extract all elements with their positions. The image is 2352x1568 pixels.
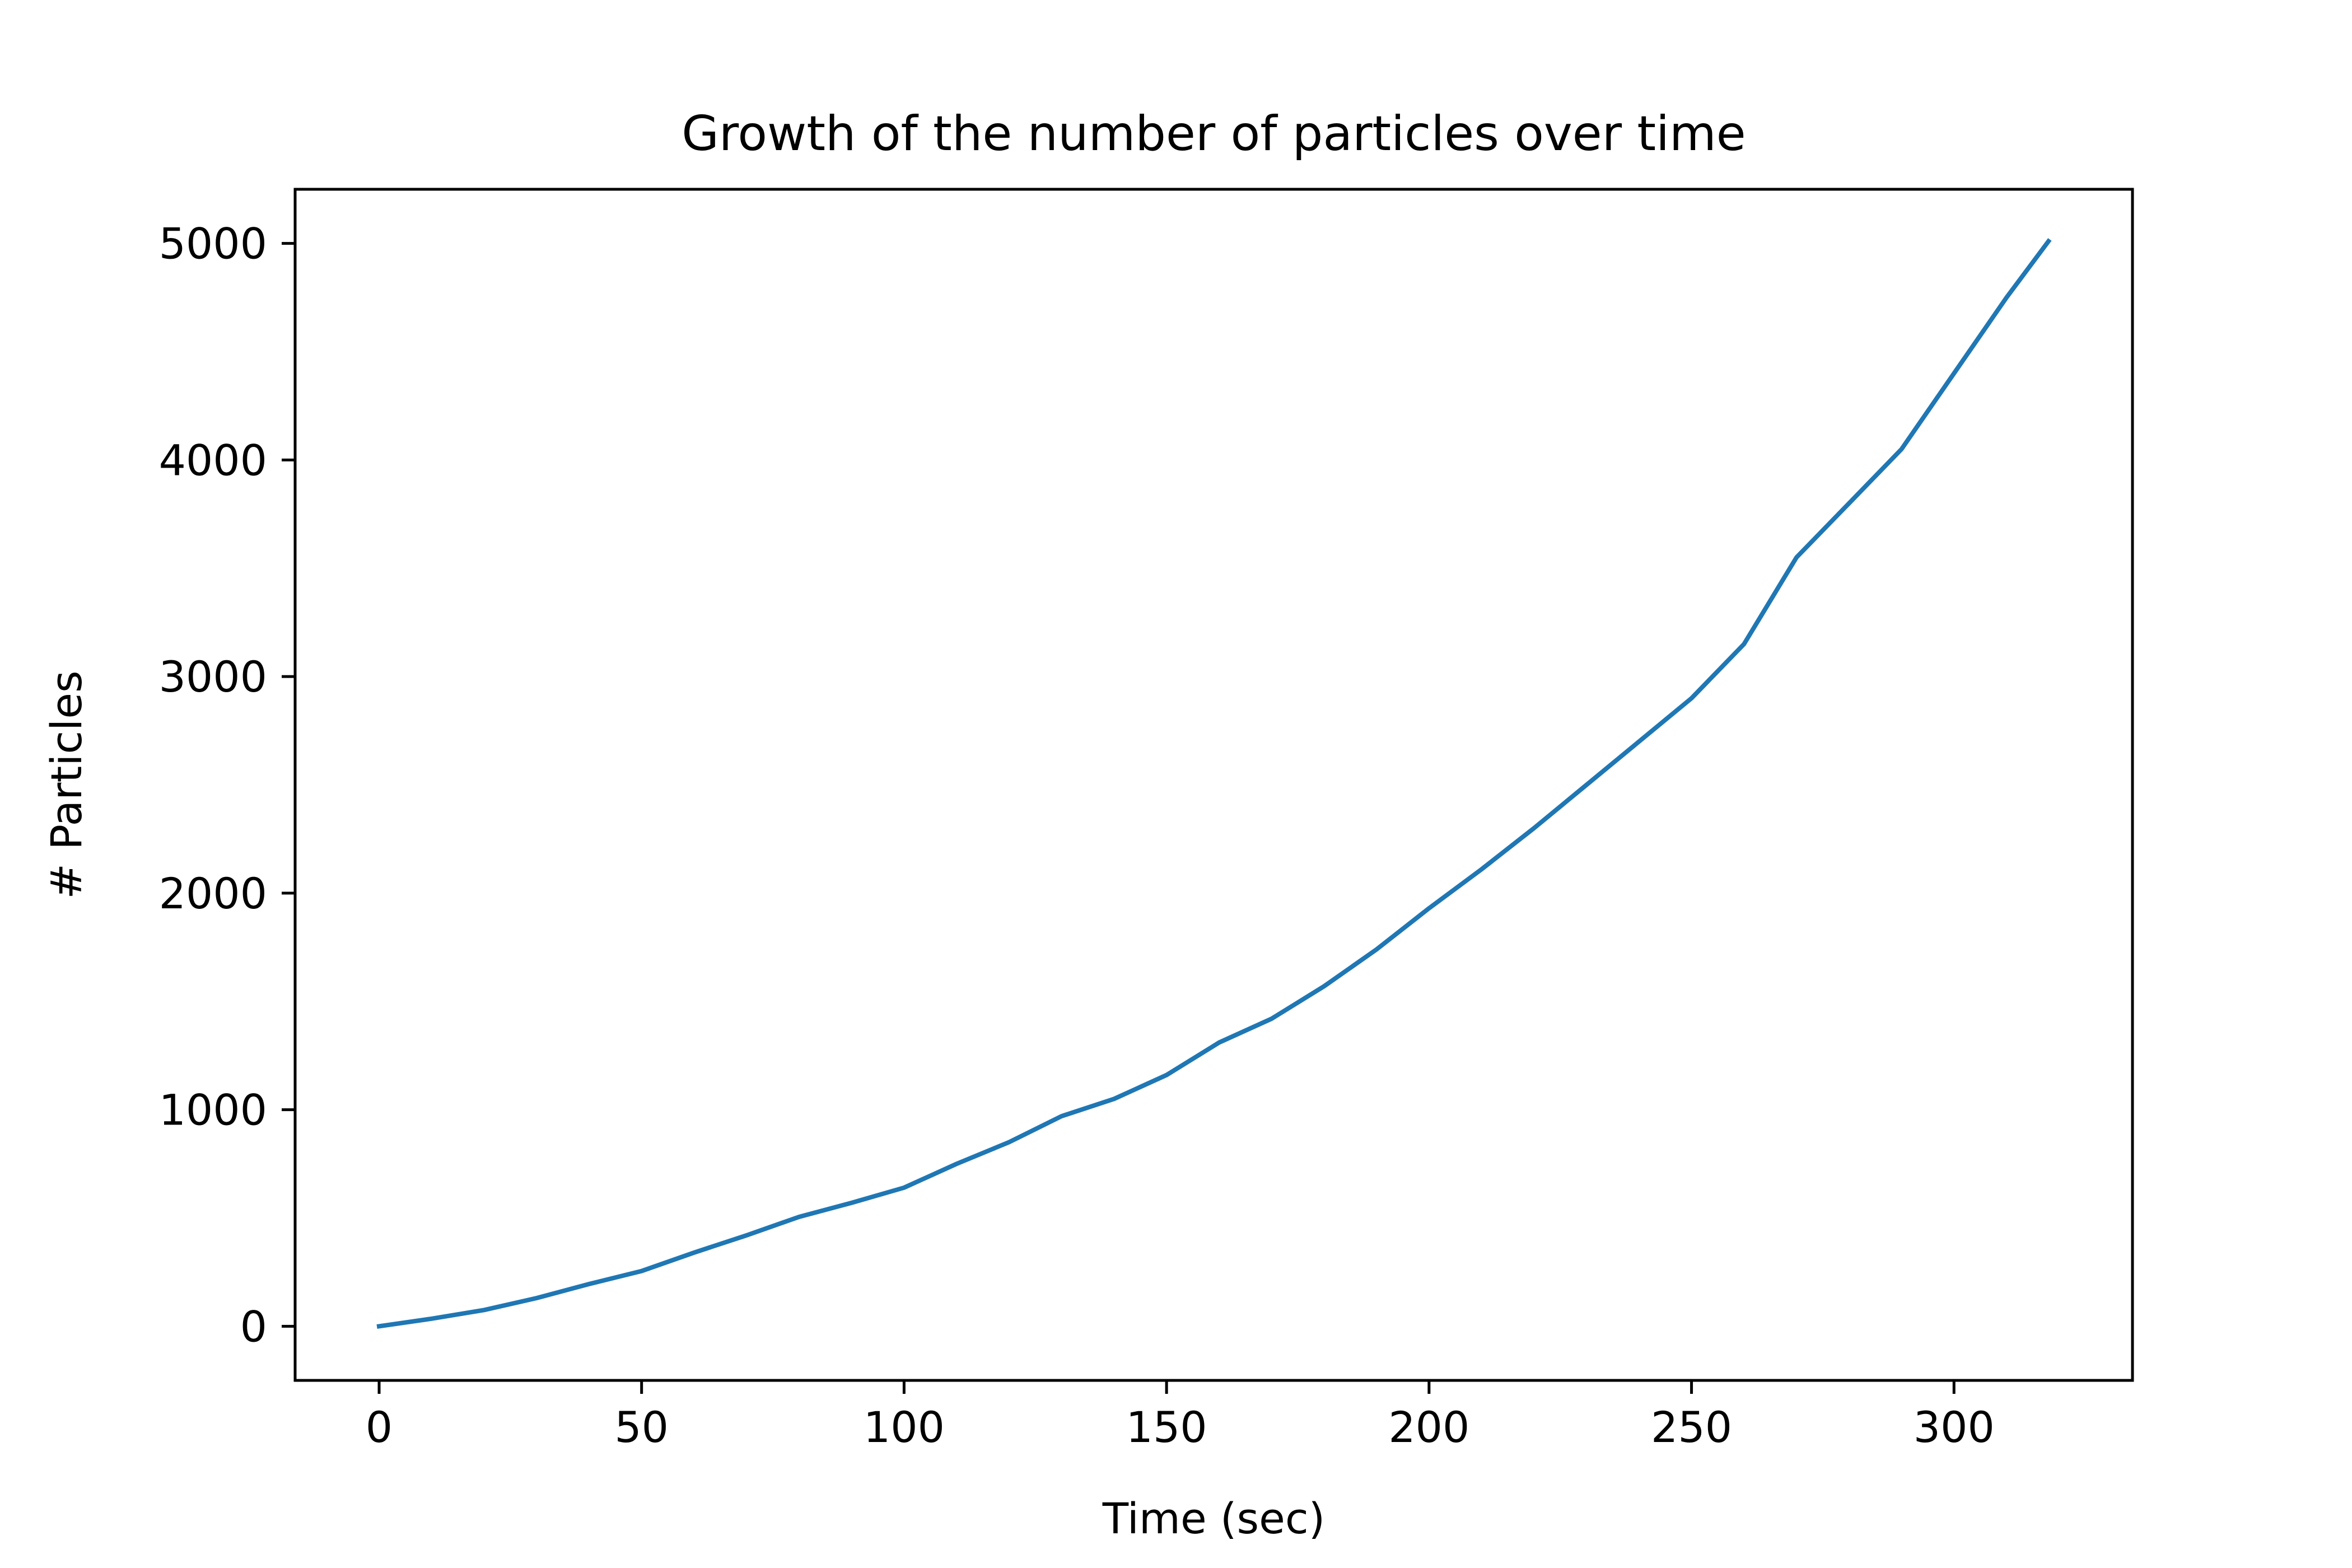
x-axis: 0 50 100 150 200 250 300 <box>366 1380 1995 1452</box>
x-tick-label: 300 <box>1914 1402 1995 1452</box>
x-axis-label: Time (sec) <box>1102 1494 1326 1543</box>
x-tick-label: 200 <box>1388 1402 1469 1452</box>
y-tick-label: 4000 <box>159 435 267 485</box>
series-line-0 <box>376 238 2052 1329</box>
y-tick-label: 1000 <box>159 1085 267 1135</box>
x-tick-label: 50 <box>614 1402 669 1452</box>
plot-area <box>293 188 2134 1382</box>
x-tick-label: 0 <box>366 1402 393 1452</box>
y-axis-label: # Particles <box>41 670 91 899</box>
x-tick-label: 150 <box>1126 1402 1207 1452</box>
y-tick-label: 2000 <box>159 869 267 918</box>
y-tick-label: 3000 <box>159 652 267 702</box>
plot-frame <box>293 188 2134 1382</box>
x-tick-label: 250 <box>1651 1402 1732 1452</box>
x-tick-label: 100 <box>864 1402 945 1452</box>
y-tick-label: 5000 <box>159 219 267 269</box>
y-tick-label: 0 <box>240 1301 267 1351</box>
chart-title: Growth of the number of particles over t… <box>682 106 1746 162</box>
y-axis: 0 1000 2000 3000 4000 5000 <box>159 219 295 1351</box>
